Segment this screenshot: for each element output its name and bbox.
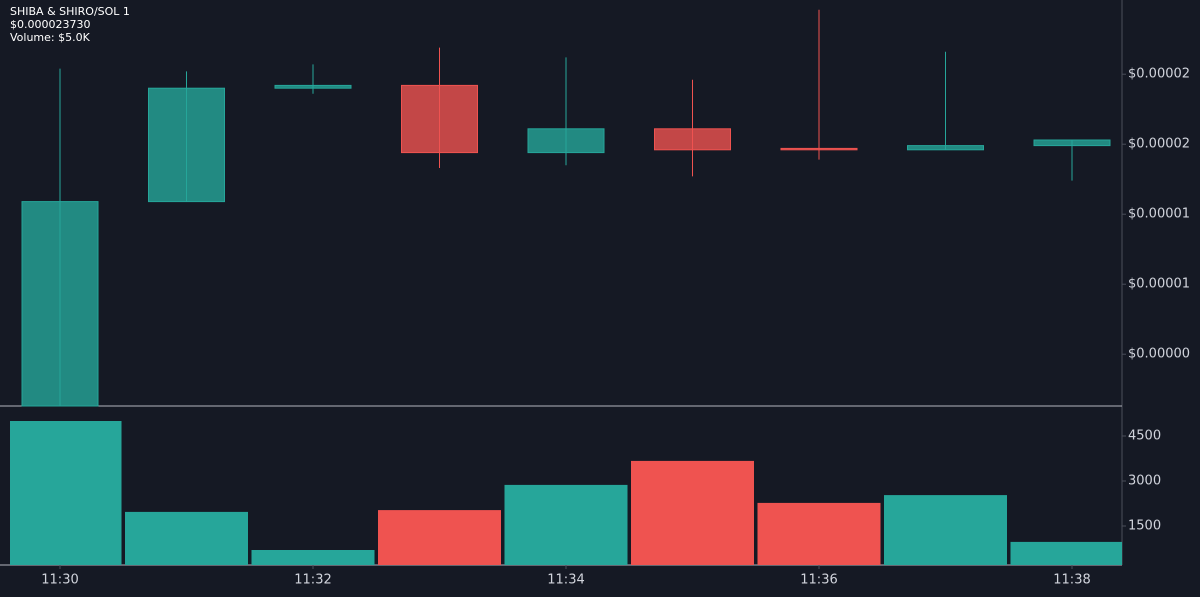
candle-body: [780, 147, 858, 151]
candle-body: [148, 87, 225, 203]
plot-area: [10, 9, 1122, 565]
volume-bar: [1010, 541, 1122, 565]
volume-bar: [125, 511, 248, 565]
volume-bar: [757, 502, 881, 565]
last-price: $0.000023730: [10, 18, 90, 31]
x-tick-label: 11:30: [41, 573, 78, 588]
volume-bar: [631, 460, 754, 565]
candle-body: [654, 128, 731, 151]
y-tick-label: $0.00002: [1128, 137, 1190, 152]
y-tick-label: 1500: [1128, 519, 1161, 534]
candle-body: [527, 128, 605, 154]
x-tick-label: 11:36: [800, 573, 837, 588]
candle-body: [907, 145, 984, 151]
candle-body: [274, 84, 352, 89]
y-tick-label: $0.00002: [1128, 67, 1190, 82]
volume-bar: [504, 484, 628, 565]
candle-body: [21, 201, 99, 407]
candle-body: [1033, 139, 1111, 147]
volume-title: Volume: $5.0K: [10, 31, 91, 44]
y-tick-label: $0.00001: [1128, 277, 1190, 292]
x-tick-label: 11:34: [547, 573, 584, 588]
x-tick-label: 11:32: [294, 573, 331, 588]
candle-body: [401, 84, 478, 154]
y-tick-label: 3000: [1128, 474, 1161, 489]
y-tick-label: $0.00000: [1128, 347, 1190, 362]
y-tick-label: $0.00001: [1128, 207, 1190, 222]
volume-bar: [884, 495, 1007, 565]
y-tick-label: 4500: [1128, 429, 1161, 444]
volume-bar: [378, 510, 501, 565]
volume-bar: [10, 421, 122, 565]
chart-title: SHIBA & SHIRO/SOL 1: [10, 5, 130, 18]
volume-bar: [251, 550, 375, 565]
x-tick-label: 11:38: [1053, 573, 1090, 588]
